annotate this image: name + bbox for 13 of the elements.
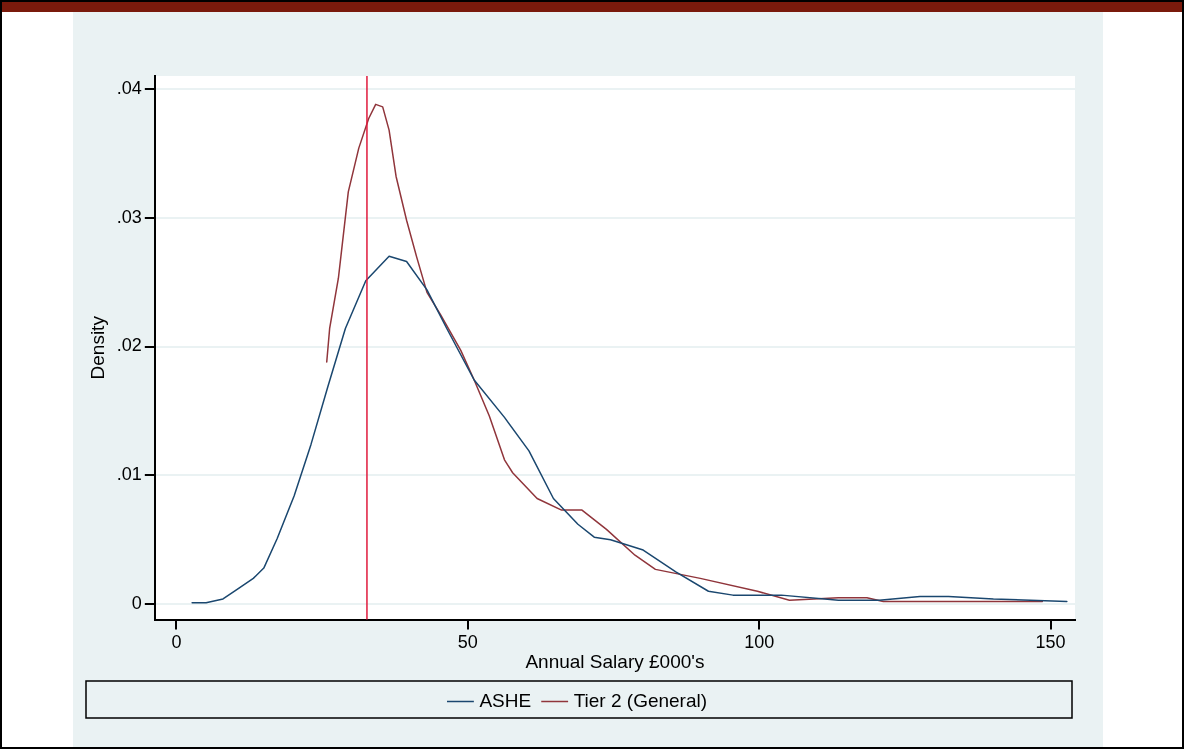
legend-label: Tier 2 (General) [573, 689, 708, 711]
x-axis-title: Annual Salary £000's [525, 650, 705, 672]
y-tick-label: .03 [116, 206, 142, 227]
y-tick-label: .02 [116, 335, 142, 356]
x-tick-label: 150 [1035, 632, 1066, 653]
y-axis-title: Density [86, 315, 108, 380]
x-tick-label: 100 [744, 632, 775, 653]
y-tick-label: 0 [131, 593, 142, 614]
y-tick-label: .04 [116, 77, 142, 98]
x-tick-label: 50 [457, 632, 478, 653]
x-tick-label: 0 [171, 632, 182, 653]
legend-label: ASHE [479, 689, 532, 711]
y-tick-label: .01 [116, 464, 142, 485]
